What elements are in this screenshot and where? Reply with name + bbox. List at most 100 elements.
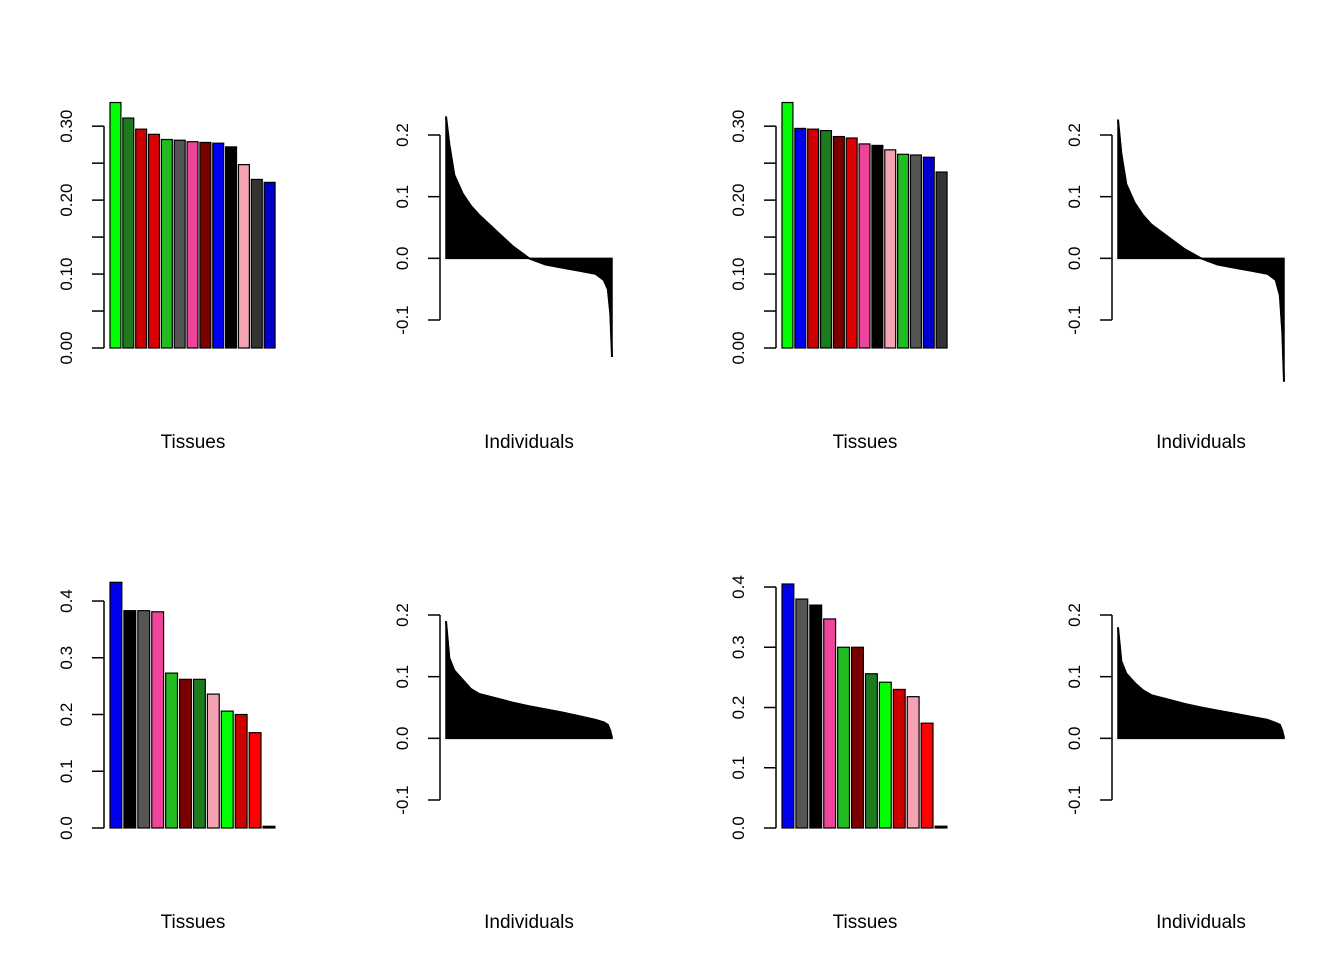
individuals-3-panel: -0.1 0.0 0.1 0.2 Individuals — [393, 603, 613, 933]
bar — [199, 141, 212, 349]
y-tick-label: 0.00 — [729, 331, 748, 364]
bar — [832, 135, 845, 349]
y-tick-label: 0.0 — [57, 816, 76, 840]
bar — [137, 610, 151, 829]
bar — [234, 713, 248, 829]
bar — [147, 133, 161, 349]
individuals-line — [445, 116, 613, 358]
individuals-area — [445, 621, 613, 740]
y-tick-label: 0.1 — [1065, 185, 1084, 209]
bar — [934, 825, 948, 829]
individuals-1-panel: -0.1 0.0 0.1 0.2 Individuals — [393, 116, 613, 453]
y-tick-label: 0.1 — [393, 185, 412, 209]
y-tick-label: 0.20 — [729, 184, 748, 217]
bar — [922, 156, 935, 349]
bar — [220, 710, 234, 829]
bar — [262, 825, 276, 829]
y-tick-label: 0.0 — [1065, 727, 1084, 751]
bar — [250, 178, 263, 349]
y-tick-label: 0.2 — [393, 603, 412, 627]
individuals-4-panel: -0.1 0.0 0.1 0.2 Individuals — [1065, 603, 1285, 933]
y-tick-label: 0.10 — [729, 258, 748, 291]
individuals-area — [445, 116, 613, 358]
individuals-area — [1117, 627, 1285, 740]
y-tick-label: 0.0 — [393, 727, 412, 751]
bar — [837, 646, 851, 829]
bar — [871, 144, 884, 349]
bar — [892, 688, 906, 829]
y-tick-label: 0.2 — [1065, 603, 1084, 627]
y-tick-label: 0.0 — [729, 816, 748, 840]
y-tick-label: 0.10 — [57, 258, 76, 291]
y-tick-label: 0.30 — [729, 110, 748, 143]
y-tick-label: 0.0 — [1065, 247, 1084, 271]
x-axis-title: Tissues — [833, 432, 898, 453]
bar — [151, 611, 165, 829]
x-axis-title: Individuals — [1156, 912, 1246, 933]
bar — [212, 142, 225, 349]
bar — [809, 604, 823, 829]
bar — [178, 678, 193, 829]
bar — [206, 693, 220, 829]
bar — [186, 141, 199, 349]
bar — [920, 722, 934, 829]
y-tick-label: 0.1 — [57, 759, 76, 783]
bar — [225, 146, 238, 349]
tissues-1-panel: 0.00 0.10 0.20 0.30 Tissues — [57, 101, 276, 453]
y-tick-label: 0.2 — [729, 696, 748, 720]
individuals-2-panel: -0.1 0.0 0.1 0.2 Individuals — [1065, 119, 1285, 453]
bar — [819, 130, 833, 349]
bar — [823, 618, 837, 829]
y-tick-label: 0.30 — [57, 110, 76, 143]
bar — [165, 672, 179, 829]
bar — [864, 673, 878, 829]
y-tick-label: 0.3 — [57, 646, 76, 670]
y-tick-label: 0.2 — [393, 123, 412, 147]
bar — [109, 101, 122, 349]
x-axis-title: Tissues — [161, 432, 226, 453]
y-tick-label: 0.1 — [393, 665, 412, 689]
bar — [845, 137, 858, 349]
bar — [173, 139, 186, 349]
tissues-2-panel: 0.00 0.10 0.20 0.30 Tissues — [729, 101, 948, 453]
tissues-3-panel: 0.0 0.1 0.2 0.3 0.4 Tissues — [57, 581, 276, 933]
bar — [794, 127, 807, 349]
bar — [878, 681, 892, 829]
x-axis-title: Tissues — [161, 912, 226, 933]
bar — [160, 138, 173, 349]
individuals-line — [445, 621, 613, 739]
y-tick-label: 0.0 — [393, 247, 412, 271]
bar — [850, 646, 865, 829]
x-axis-title: Individuals — [484, 912, 574, 933]
bar — [248, 732, 262, 829]
y-tick-label: 0.1 — [729, 756, 748, 780]
bar — [237, 164, 250, 349]
y-tick-label: 0.3 — [729, 635, 748, 659]
y-tick-label: -0.1 — [393, 305, 412, 334]
bar — [935, 171, 948, 349]
bar — [122, 117, 135, 349]
y-tick-label: 0.00 — [57, 331, 76, 364]
bar — [897, 153, 910, 349]
bar — [781, 101, 794, 349]
bar — [858, 143, 871, 349]
y-tick-label: -0.1 — [1065, 305, 1084, 334]
bar — [781, 583, 795, 829]
individuals-line — [1117, 627, 1285, 739]
y-tick-label: 0.2 — [57, 703, 76, 727]
individuals-line — [1117, 119, 1285, 382]
y-tick-label: 0.2 — [1065, 123, 1084, 147]
x-axis-title: Individuals — [1156, 432, 1246, 453]
bar — [135, 128, 148, 349]
bar — [906, 696, 920, 829]
bar — [884, 149, 897, 349]
y-tick-label: -0.1 — [393, 785, 412, 814]
y-tick-label: 0.20 — [57, 184, 76, 217]
bar — [807, 128, 820, 349]
tissues-4-panel: 0.0 0.1 0.2 0.3 0.4 Tissues — [729, 575, 948, 933]
y-tick-label: 0.1 — [1065, 665, 1084, 689]
y-tick-label: 0.4 — [57, 589, 76, 613]
bar — [192, 678, 206, 829]
individuals-area — [1117, 119, 1285, 382]
y-tick-label: 0.4 — [729, 575, 748, 599]
